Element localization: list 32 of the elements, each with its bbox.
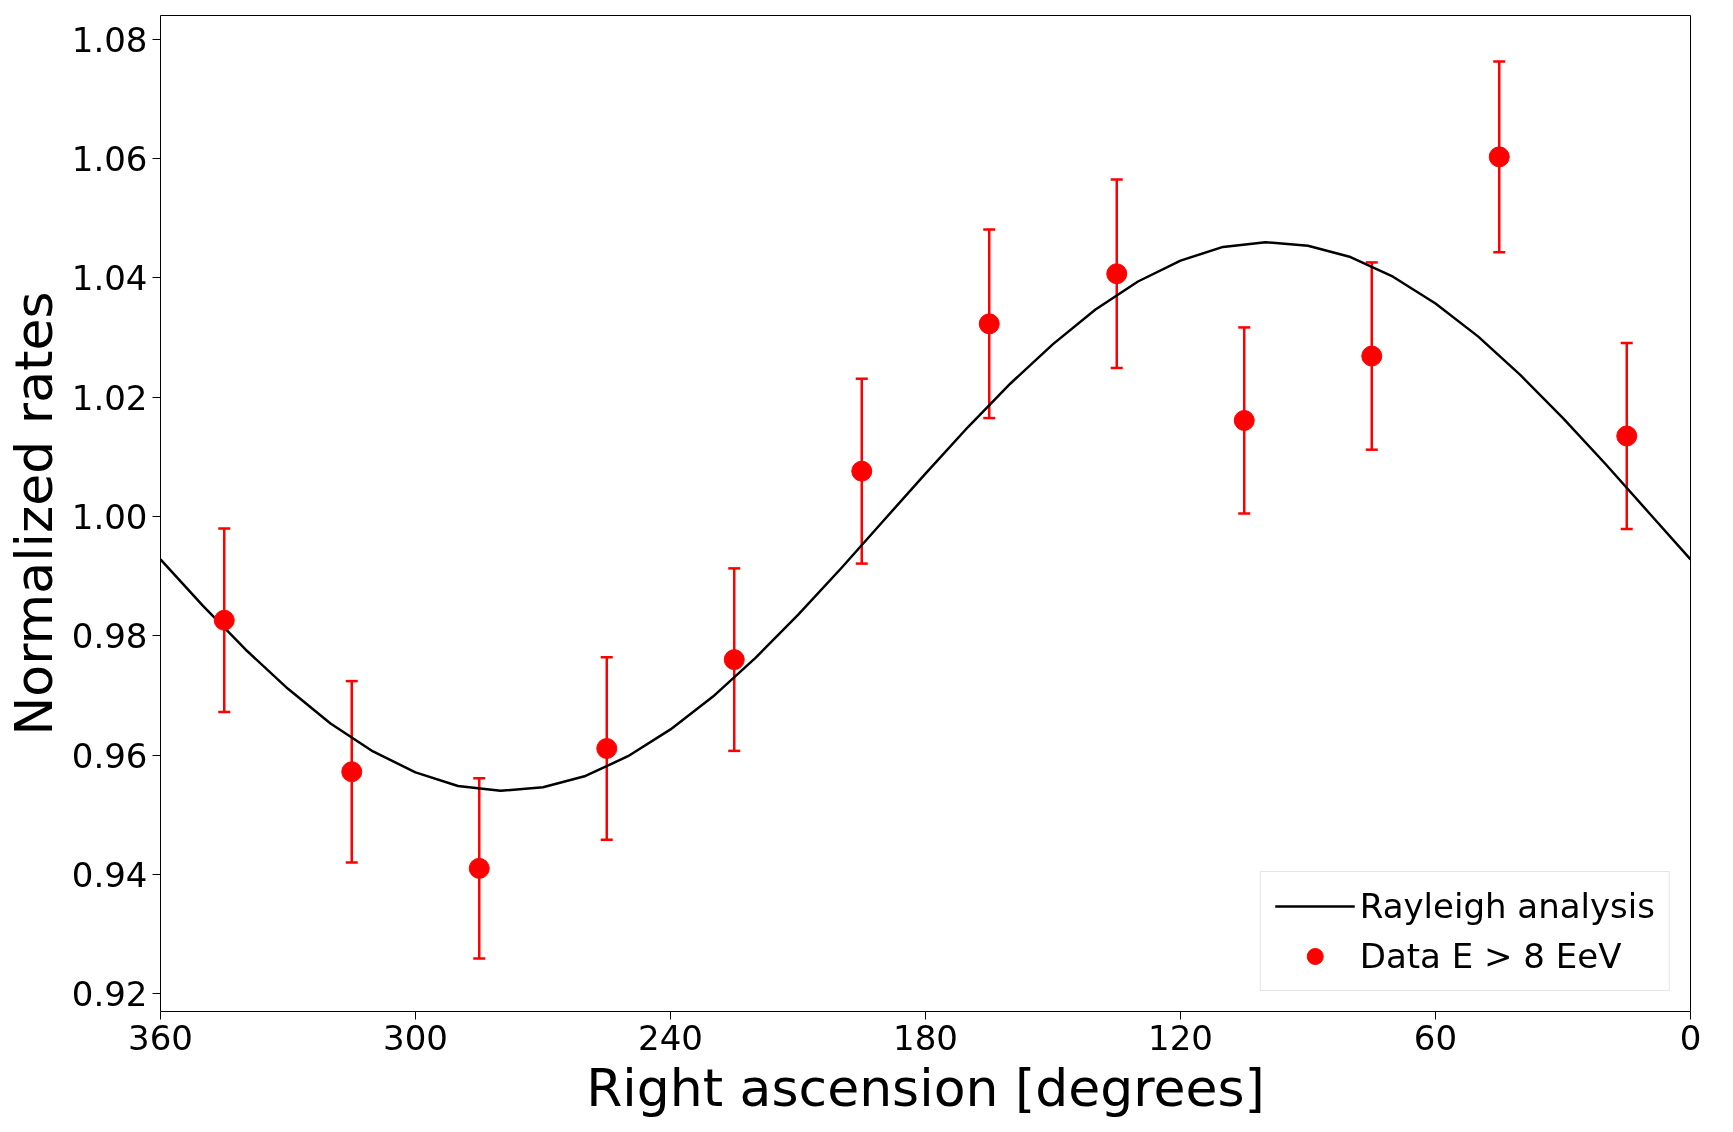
- y-tick-label: 1.00: [71, 496, 148, 537]
- x-tick-label: 360: [128, 1017, 193, 1058]
- point: [341, 761, 363, 783]
- point: [1233, 409, 1255, 431]
- legend-label: Rayleigh analysis: [1359, 886, 1655, 926]
- y-tick-label: 1.06: [71, 139, 148, 180]
- point: [851, 460, 873, 482]
- point: [213, 609, 235, 631]
- y-tick-label: 0.94: [71, 854, 148, 895]
- x-tick-label: 60: [1413, 1017, 1458, 1058]
- point: [978, 313, 1000, 335]
- point: [468, 857, 490, 879]
- y-tick-label: 1.04: [71, 258, 148, 299]
- point: [1616, 425, 1638, 447]
- x-tick-label: 180: [893, 1017, 958, 1058]
- point: [1361, 345, 1383, 367]
- y-tick-label: 1.08: [71, 19, 148, 60]
- x-tick-label: 240: [638, 1017, 703, 1058]
- y-tick-label: 0.98: [71, 616, 148, 657]
- y-tick-label: 1.02: [71, 377, 148, 418]
- y-tick-label: 0.96: [71, 735, 148, 776]
- x-tick-label: 300: [383, 1017, 448, 1058]
- y-axis-title: Normalized rates: [3, 291, 64, 736]
- x-tick-label: 0: [1679, 1017, 1702, 1058]
- point: [596, 738, 618, 759]
- x-tick-label: 120: [1148, 1017, 1213, 1058]
- point: [1106, 263, 1128, 285]
- x-axis-title: Right ascension [degrees]: [586, 1057, 1265, 1118]
- point: [723, 649, 745, 671]
- y-tick-label: 0.92: [71, 974, 148, 1015]
- point: [1488, 146, 1510, 168]
- legend-label: Data E > 8 EeV: [1359, 936, 1622, 976]
